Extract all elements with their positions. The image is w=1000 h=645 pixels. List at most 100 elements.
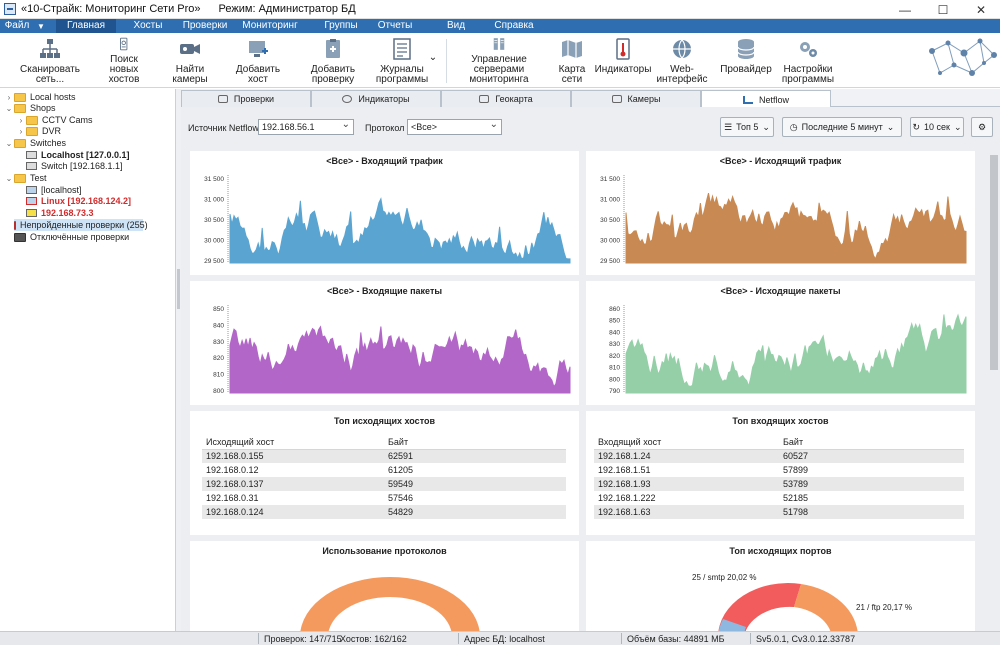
- y-tick-label: 810: [213, 372, 224, 379]
- menu-groups[interactable]: Группы: [324, 20, 358, 31]
- map-button[interactable]: Карта сети: [550, 37, 594, 85]
- scan-button[interactable]: Сканировать сеть...: [14, 37, 86, 85]
- top-dropdown[interactable]: ☰ Топ 5 ⌄: [720, 117, 774, 137]
- maximize-icon[interactable]: ☐: [937, 2, 949, 17]
- table-row[interactable]: 192.168.1.51 57899: [598, 465, 809, 475]
- collapse-icon[interactable]: ⌄: [5, 103, 13, 113]
- donut-slice-protocol[interactable]: [300, 577, 480, 631]
- add-check-label: Добавить проверку: [310, 64, 356, 85]
- collapse-icon[interactable]: ⌄: [5, 173, 13, 183]
- area-series[interactable]: [229, 325, 571, 394]
- donut-slice-ftp[interactable]: [794, 584, 858, 631]
- period-dropdown[interactable]: ◷ Последние 5 минут ⌄: [782, 117, 902, 137]
- provider-label: Провайдер: [720, 64, 772, 75]
- tree-ip73[interactable]: 192.168.73.3: [26, 207, 94, 219]
- top-in-hosts-card: Топ входящих хостов Входящий хост Байт 19…: [586, 411, 975, 535]
- col-bytes[interactable]: Байт: [779, 435, 964, 450]
- tree-disabled-checks[interactable]: Отключённые проверки: [14, 231, 129, 243]
- netflow-settings-button[interactable]: ⚙: [971, 117, 993, 137]
- tree-local-hosts[interactable]: › Local hosts: [4, 91, 76, 103]
- table-row[interactable]: 192.168.0.155 62591: [202, 449, 566, 463]
- menu-file[interactable]: Файл: [4, 20, 30, 31]
- table-row[interactable]: 192.168.0.31 57546: [206, 493, 414, 503]
- tree-switch[interactable]: Switch [192.168.1.1]: [26, 160, 123, 172]
- settings-button[interactable]: Настройки программы: [780, 37, 836, 85]
- tab-indicators[interactable]: Индикаторы: [311, 90, 441, 107]
- splitter[interactable]: [176, 89, 181, 631]
- tree-switches[interactable]: ⌄ Switches: [5, 138, 67, 148]
- menu-home[interactable]: Главная: [56, 19, 116, 33]
- indicators-button[interactable]: Индикаторы: [595, 37, 651, 85]
- chevron-down-icon: ⌄: [886, 121, 895, 132]
- menu-monitoring[interactable]: Мониторинг: [242, 20, 298, 31]
- tree-dvr[interactable]: › DVR: [16, 125, 61, 137]
- chevron-down-icon: ⌄: [762, 121, 770, 132]
- folder-icon: [14, 103, 26, 113]
- tree-cctv[interactable]: › CCTV Cams: [16, 114, 93, 126]
- menu-view[interactable]: Вид: [446, 20, 466, 31]
- tab-geomap[interactable]: Геокарта: [441, 90, 571, 107]
- tree-localhost[interactable]: Localhost [127.0.0.1]: [26, 149, 130, 161]
- chart-title: <Все> - Исходящие пакеты: [720, 286, 841, 296]
- clipboard-add-icon: [326, 39, 340, 58]
- journals-button[interactable]: Журналы программы: [376, 37, 428, 85]
- content-scrollbar[interactable]: [988, 147, 1000, 631]
- tree-failed-checks[interactable]: Непройденные проверки (255): [14, 219, 148, 231]
- table-row[interactable]: 192.168.1.63 51798: [594, 505, 964, 519]
- area-series[interactable]: [229, 197, 571, 264]
- servers-button[interactable]: Управление серверами мониторинга: [452, 37, 546, 85]
- tree-shops[interactable]: ⌄ Shops: [5, 103, 56, 113]
- source-select[interactable]: 192.168.56.1: [258, 118, 354, 135]
- menu-bar: Файл ▼ Главная Хосты Проверки Мониторинг…: [0, 19, 1000, 33]
- tab-checks[interactable]: Проверки: [181, 90, 311, 107]
- table-title: Топ входящих хостов: [732, 416, 829, 426]
- menu-help[interactable]: Справка: [494, 20, 534, 31]
- table-row[interactable]: 192.168.0.124 54829: [202, 505, 566, 519]
- y-tick-label: 30 000: [204, 238, 224, 245]
- ribbon-more-button[interactable]: ⌄: [426, 53, 440, 67]
- minimize-icon[interactable]: —: [899, 2, 911, 17]
- menu-hosts[interactable]: Хосты: [133, 20, 163, 31]
- find-hosts-button[interactable]: Поиск новых хостов: [96, 37, 152, 85]
- table-row[interactable]: 192.168.0.12 61205: [206, 465, 414, 475]
- clock-icon: ◷: [789, 121, 798, 132]
- menu-reports[interactable]: Отчеты: [377, 20, 413, 31]
- tab-netflow[interactable]: Netflow: [701, 90, 831, 108]
- col-host[interactable]: Входящий хост: [594, 435, 779, 450]
- expand-icon[interactable]: ›: [19, 126, 23, 136]
- y-tick-label: 840: [213, 322, 224, 329]
- protocol-select[interactable]: <Все>: [407, 118, 502, 135]
- col-bytes[interactable]: Байт: [384, 435, 566, 450]
- y-tick-label: 830: [609, 341, 620, 348]
- area-series[interactable]: [625, 313, 967, 394]
- table-row[interactable]: 192.168.0.137 59549: [202, 477, 566, 491]
- menu-checks[interactable]: Проверки: [182, 20, 228, 31]
- table-row[interactable]: 192.168.1.93 53789: [594, 477, 964, 491]
- provider-button[interactable]: Провайдер: [720, 37, 772, 85]
- tree-test[interactable]: ⌄ Test: [5, 173, 47, 183]
- col-host[interactable]: Исходящий хост: [202, 435, 384, 450]
- globe-icon: [673, 39, 691, 59]
- expand-icon[interactable]: ›: [19, 115, 23, 125]
- collapse-icon[interactable]: ⌄: [5, 138, 13, 148]
- refresh-dropdown[interactable]: ↻ 10 сек ⌄: [910, 117, 964, 137]
- tab-cameras[interactable]: Камеры: [571, 90, 701, 107]
- area-series[interactable]: [625, 192, 967, 264]
- add-host-button[interactable]: Добавить хост: [227, 37, 289, 85]
- table-row[interactable]: 192.168.1.24 60527: [594, 449, 964, 463]
- chart-in-packets: <Все> - Входящие пакеты 850 840 830 820 810 8…: [190, 281, 579, 405]
- servers-icon: [493, 38, 505, 50]
- close-icon[interactable]: ✕: [975, 2, 987, 17]
- window-title: «10-Страйк: Мониторинг Сети Pro»: [21, 3, 201, 15]
- find-cameras-button[interactable]: Найти камеры: [160, 37, 220, 85]
- chevron-down-icon[interactable]: ▼: [37, 21, 45, 31]
- table-row[interactable]: 192.168.1.222 52185: [598, 493, 809, 503]
- tree-test-localhost[interactable]: [localhost]: [26, 184, 82, 196]
- web-button[interactable]: Web-интерфейс: [650, 37, 714, 85]
- donut-slice-smtp[interactable]: [718, 583, 801, 631]
- expand-icon[interactable]: ›: [7, 92, 11, 102]
- netflow-panel: Источник Netflow 192.168.56.1 Протокол <…: [181, 107, 1000, 631]
- tree-linux[interactable]: Linux [192.168.124.2]: [26, 195, 131, 207]
- donut-slice-other[interactable]: [718, 619, 746, 631]
- add-check-button[interactable]: Добавить проверку: [295, 37, 371, 85]
